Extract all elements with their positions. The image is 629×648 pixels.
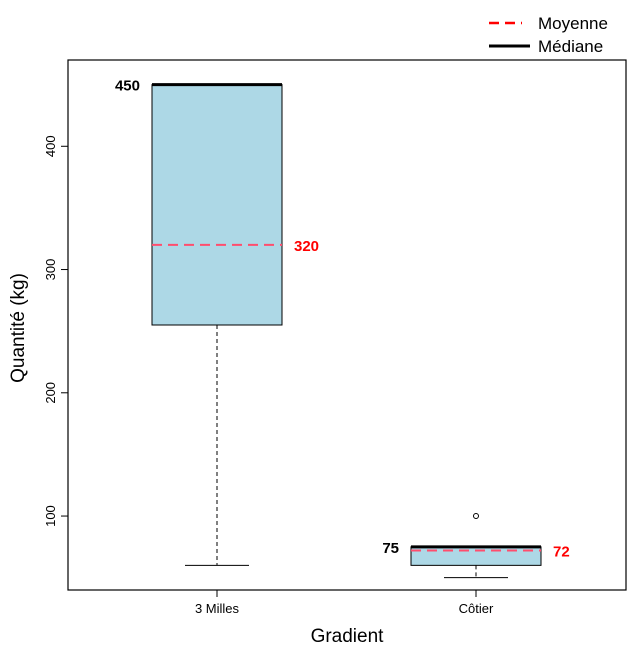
y-tick-label-3: 400 — [43, 135, 58, 157]
legend-mean-label: Moyenne — [538, 14, 608, 33]
x-axis-title: Gradient — [311, 626, 385, 647]
median-label-0: 450 — [115, 78, 140, 95]
mean-label-1: 72 — [553, 544, 570, 561]
box-0 — [151, 84, 283, 326]
x-tick-label-1: Côtier — [459, 601, 494, 616]
mean-label-0: 320 — [294, 238, 319, 255]
plot-frame — [67, 59, 627, 591]
outlier-1-0 — [473, 513, 479, 520]
y-tick-label-0: 100 — [43, 505, 58, 527]
legend: Moyenne Médiane — [489, 14, 608, 56]
x-tick-label-0: 3 Milles — [195, 601, 240, 616]
median-label-1: 75 — [382, 540, 399, 557]
y-axis-title: Quantité (kg) — [8, 273, 29, 383]
y-tick-label-2: 300 — [43, 259, 58, 281]
plot-layer: 100 200 300 400 3 Milles Côtier 450 320 75 72 — [43, 59, 627, 616]
legend-median-label: Médiane — [538, 37, 603, 56]
y-tick-label-1: 200 — [43, 382, 58, 404]
